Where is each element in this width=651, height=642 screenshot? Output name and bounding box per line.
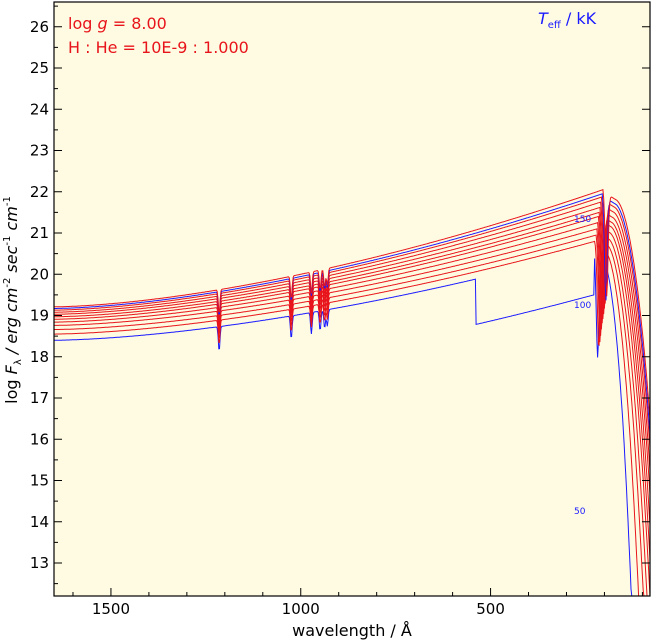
axis-ticks: 13 14 15 16 17 18 19 20 21 22 23 24 25 26 1500 1000 500 xyxy=(30,5,650,618)
y-tick-label: 21 xyxy=(30,224,49,242)
y-tick-label: 18 xyxy=(30,348,49,366)
teff-legend: Teff / kK xyxy=(538,9,597,31)
y-axis-flux: F xyxy=(2,364,21,374)
series-line-80 xyxy=(54,228,650,597)
y-tick-label: 23 xyxy=(30,142,49,160)
y-axis-unit-erg: / erg cm xyxy=(2,288,21,360)
y-tick-label: 22 xyxy=(30,183,49,201)
x-tick-label: 500 xyxy=(476,600,505,618)
y-tick-label: 15 xyxy=(30,472,49,490)
y-tick-label: 16 xyxy=(30,430,49,448)
series-line-50 xyxy=(53,258,650,597)
curve-label-150: 150 xyxy=(574,215,591,225)
curve-label-100: 100 xyxy=(574,301,591,311)
abundance-annotation: H : He = 10E-9 : 1.000 xyxy=(68,38,249,57)
series-line-150 xyxy=(54,193,651,435)
y-axis-title: log Fλ / erg cm-2 sec-1 cm-1 xyxy=(2,196,24,404)
y-axis-exp-2: -1 xyxy=(2,236,13,246)
plot-frame xyxy=(53,1,651,597)
series-line-70 xyxy=(54,234,650,597)
series-line-130 xyxy=(54,201,651,471)
series-line-160 xyxy=(54,189,651,421)
y-axis-lambda: λ xyxy=(13,359,24,365)
series-line-120 xyxy=(54,206,651,495)
series-line-90 xyxy=(54,222,651,596)
y-tick-label: 26 xyxy=(30,18,49,36)
y-tick-label: 25 xyxy=(30,59,49,77)
x-axis-title: wavelength / Å xyxy=(292,621,412,640)
series-line-60 xyxy=(54,240,650,597)
x-tick-label: 1500 xyxy=(92,600,130,618)
y-axis-prefix: log xyxy=(2,374,21,403)
series-line-110 xyxy=(54,211,651,526)
y-tick-label: 24 xyxy=(30,100,49,118)
y-tick-label: 20 xyxy=(30,265,49,283)
y-tick-label: 19 xyxy=(30,307,49,325)
spectral-curves xyxy=(53,189,651,597)
y-axis-exp-1: -2 xyxy=(2,278,13,288)
y-tick-label: 13 xyxy=(30,554,49,572)
logg-variable: g xyxy=(97,14,107,33)
plot-background xyxy=(54,2,650,596)
y-tick-label: 17 xyxy=(30,389,49,407)
series-line-100 xyxy=(54,215,651,559)
y-axis-exp-3: -1 xyxy=(2,196,13,206)
y-tick-label: 14 xyxy=(30,513,49,531)
y-axis-unit-cm: cm xyxy=(2,206,21,235)
teff-variable: T xyxy=(538,9,549,28)
teff-subscript: eff xyxy=(548,20,562,31)
x-tick-label: 1000 xyxy=(282,600,320,618)
logg-value: = 8.00 xyxy=(108,14,167,33)
curve-label-50: 50 xyxy=(574,507,586,517)
teff-unit: / kK xyxy=(561,9,597,28)
logg-annotation: log g = 8.00 xyxy=(68,14,167,33)
y-axis-unit-sec: sec xyxy=(2,245,21,277)
logg-prefix: log xyxy=(68,14,97,33)
series-line-140 xyxy=(54,196,651,449)
